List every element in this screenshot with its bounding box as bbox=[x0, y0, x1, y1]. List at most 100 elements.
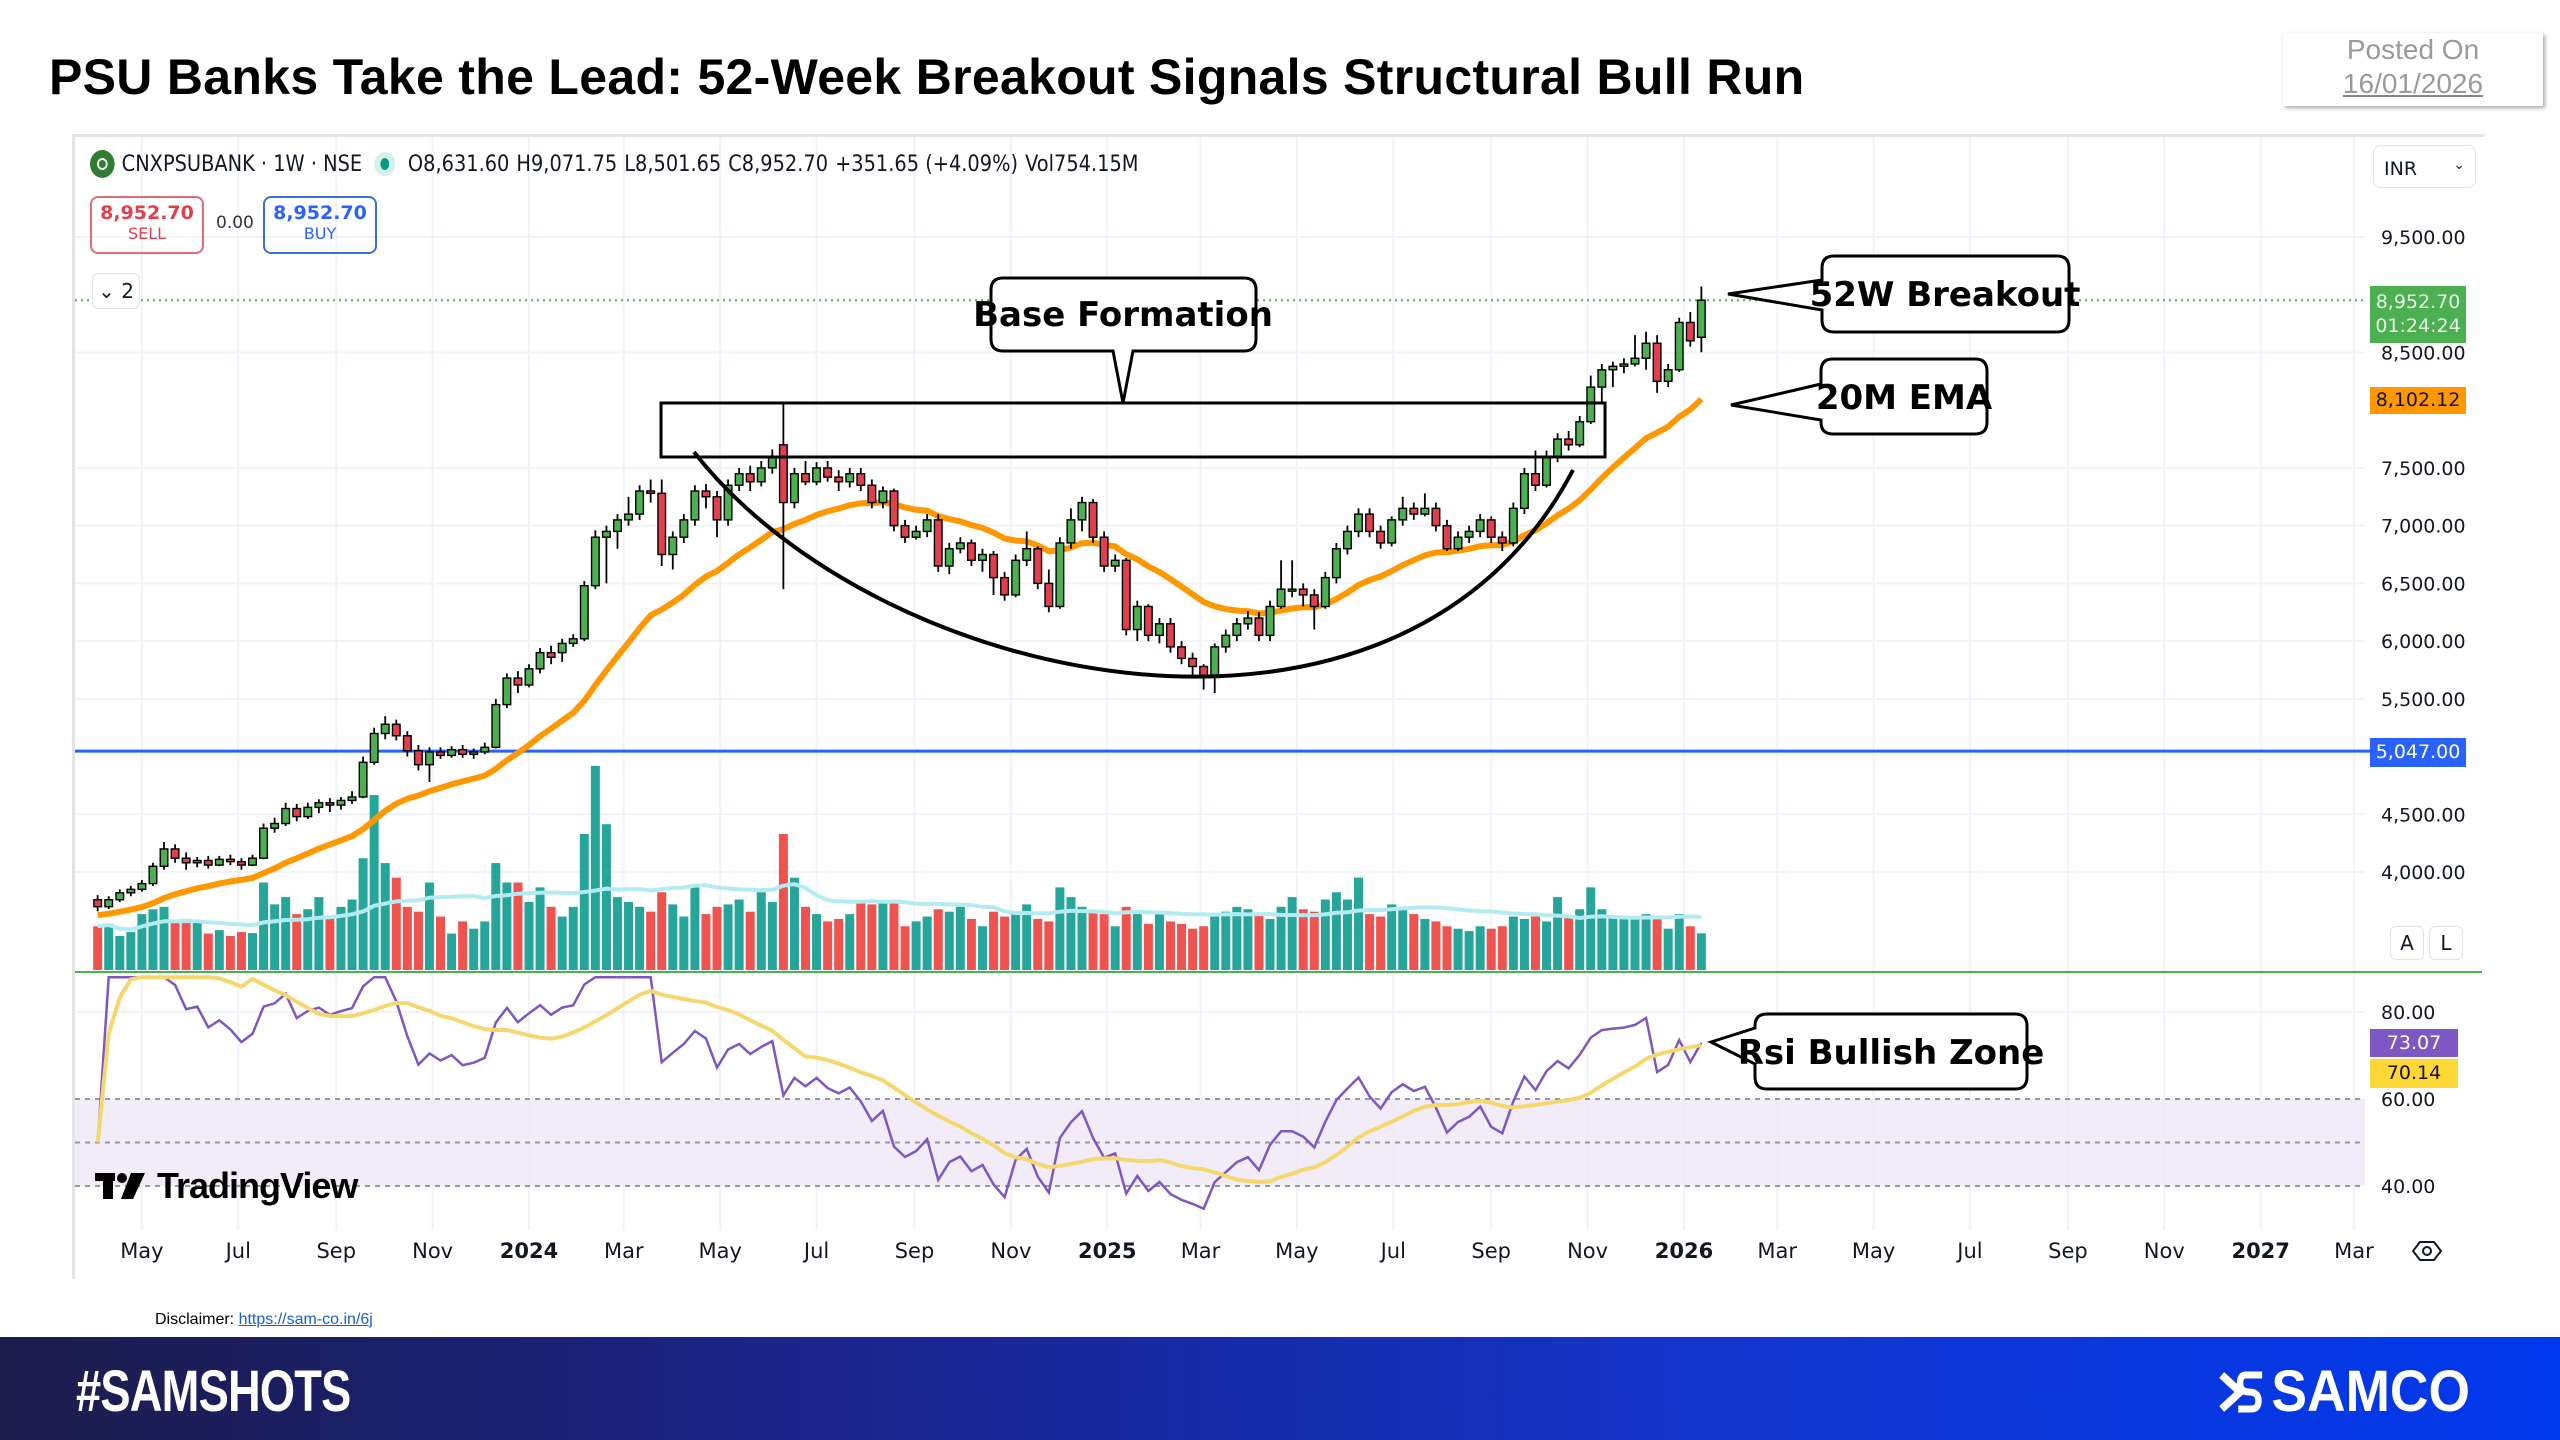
volume-bar bbox=[1177, 923, 1187, 970]
auto-scale-button[interactable]: A bbox=[2390, 926, 2424, 960]
candle-body bbox=[1110, 559, 1120, 567]
indicators-collapse-button[interactable]: ⌄ 2 bbox=[92, 273, 140, 309]
candle bbox=[1685, 312, 1695, 347]
symbol-name[interactable]: CNXPSUBANK · 1W · NSE bbox=[121, 151, 363, 177]
candle-body bbox=[1287, 588, 1297, 592]
volume-bar bbox=[745, 911, 755, 970]
volume-bar bbox=[1066, 897, 1076, 970]
candle-body bbox=[104, 899, 114, 908]
sell-button[interactable]: 8,952.70 SELL bbox=[90, 196, 204, 254]
candle-body bbox=[568, 638, 578, 645]
candle bbox=[436, 747, 446, 759]
candle-body bbox=[657, 492, 667, 556]
candle bbox=[1398, 496, 1408, 526]
candle-body bbox=[1420, 507, 1430, 515]
volume-bar bbox=[137, 914, 147, 970]
candle-body bbox=[834, 476, 844, 483]
currency-value: INR bbox=[2384, 158, 2418, 180]
volume-bar bbox=[1298, 909, 1308, 970]
candle-body bbox=[436, 751, 446, 757]
chevron-down-icon: ⌄ bbox=[2453, 157, 2465, 173]
candle-body bbox=[502, 677, 512, 706]
candle bbox=[1055, 537, 1065, 609]
volume-bar bbox=[181, 918, 191, 970]
log-scale-button[interactable]: L bbox=[2429, 926, 2463, 960]
candle bbox=[834, 470, 844, 492]
buy-price: 8,952.70 bbox=[273, 202, 367, 224]
candle bbox=[1088, 499, 1098, 543]
candle bbox=[148, 862, 158, 886]
volume-bar bbox=[1000, 916, 1010, 970]
spread-value: 0.00 bbox=[216, 213, 254, 233]
volume-bar bbox=[767, 901, 777, 970]
candle-body bbox=[192, 859, 202, 864]
candle bbox=[170, 844, 180, 863]
candle-body bbox=[889, 490, 899, 527]
volume-bar bbox=[1143, 923, 1153, 970]
volume-bar bbox=[1077, 906, 1087, 970]
candle bbox=[977, 548, 987, 572]
candle bbox=[1298, 583, 1308, 607]
volume-bar bbox=[1154, 914, 1164, 970]
candle bbox=[1022, 531, 1032, 567]
candle bbox=[1652, 335, 1662, 393]
time-axis[interactable]: May Jul Sep Nov 2024 Mar May Jul Sep Nov 2025 Mar Ma… bbox=[120, 1239, 2374, 1263]
candle bbox=[778, 403, 788, 590]
ema-price-tag: 8,102.12 bbox=[2370, 387, 2466, 414]
time-tick-label: Mar bbox=[1181, 1239, 1221, 1263]
candle-body bbox=[1298, 588, 1308, 596]
candle bbox=[1497, 531, 1507, 552]
eye-icon[interactable] bbox=[2411, 1241, 2443, 1261]
candle-body bbox=[358, 761, 368, 798]
candle-body bbox=[1685, 321, 1695, 342]
candle-body bbox=[159, 848, 169, 867]
candle-body bbox=[1243, 617, 1253, 625]
disclaimer-link[interactable]: https://sam-co.in/6j bbox=[238, 1311, 373, 1328]
volume-bar bbox=[1519, 918, 1529, 970]
candle-body bbox=[601, 530, 611, 538]
candle bbox=[690, 485, 700, 526]
candle bbox=[336, 796, 346, 810]
price-axis[interactable]: 9,500.00 8,500.00 7,500.00 7,000.00 6,500.00… bbox=[2381, 227, 2466, 884]
volume-bar bbox=[1199, 926, 1209, 970]
volume-bar bbox=[380, 863, 390, 970]
candle-body bbox=[1442, 524, 1452, 550]
candle bbox=[601, 525, 611, 584]
volume-bar bbox=[1442, 926, 1452, 970]
candle bbox=[1619, 358, 1629, 374]
candle bbox=[115, 889, 125, 903]
candle bbox=[767, 449, 777, 474]
volume-bar bbox=[369, 795, 379, 970]
tradingview-watermark: TradingView bbox=[95, 1165, 358, 1207]
currency-select[interactable]: INR ⌄ bbox=[2373, 145, 2476, 188]
candle bbox=[712, 491, 722, 538]
candle bbox=[480, 742, 490, 755]
candle-body bbox=[1044, 582, 1054, 608]
volume-bar bbox=[1398, 906, 1408, 970]
volume-bar bbox=[358, 858, 368, 970]
sell-price: 8,952.70 bbox=[100, 202, 194, 224]
volume-bar bbox=[336, 906, 346, 970]
candle bbox=[513, 671, 523, 694]
candle-body bbox=[336, 799, 346, 806]
volume-bar bbox=[989, 911, 999, 970]
candle-body bbox=[712, 496, 722, 521]
buy-button[interactable]: 8,952.70 BUY bbox=[263, 196, 377, 254]
volume-bar bbox=[1165, 921, 1175, 970]
candle bbox=[624, 496, 634, 526]
candle-body bbox=[1099, 536, 1109, 567]
time-tick-label: May bbox=[698, 1239, 741, 1263]
candle-body bbox=[723, 484, 733, 521]
candle bbox=[756, 460, 766, 487]
candle bbox=[1641, 331, 1651, 370]
volume-bar bbox=[657, 892, 667, 970]
candle bbox=[159, 842, 169, 870]
candle bbox=[181, 852, 191, 870]
candle-body bbox=[635, 490, 645, 515]
volume-bar bbox=[1497, 926, 1507, 970]
chart-panel bbox=[72, 134, 2485, 1279]
candle bbox=[1066, 508, 1076, 549]
candle-body bbox=[590, 536, 600, 587]
candle-body bbox=[756, 467, 766, 483]
